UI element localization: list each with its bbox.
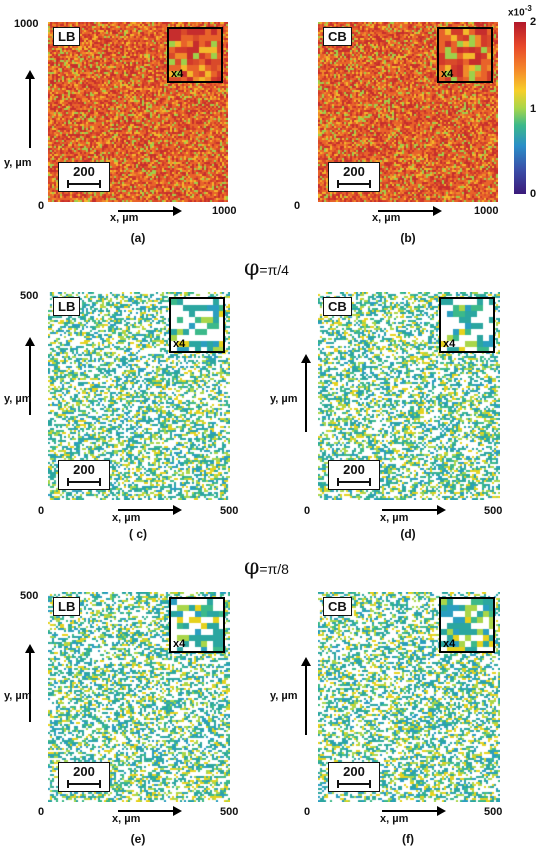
scalebar-line xyxy=(337,780,371,788)
origin-tick: 0 xyxy=(38,200,45,212)
colorbar xyxy=(514,22,526,194)
panel-e-scalebar: 200 xyxy=(58,762,110,792)
x-max-tick: 500 xyxy=(484,806,503,818)
panel-c-scalebar: 200 xyxy=(58,460,110,490)
panel-f-inset-canvas xyxy=(441,599,493,651)
x-axis-label: x, µm xyxy=(380,813,409,825)
panel-a-inset-canvas xyxy=(169,29,221,81)
origin-tick: 0 xyxy=(294,200,301,212)
y-axis-label: y, µm xyxy=(270,393,298,405)
panel-f-inset: x4 xyxy=(439,597,495,653)
panel-b-scalebar: 200 xyxy=(328,162,380,192)
phi-label-pi-8: φ=π/8 xyxy=(244,555,289,580)
panel-c-inset-magnification: x4 xyxy=(173,338,186,350)
panel-b-map: CB x4 200 xyxy=(318,22,498,202)
panel-d-inset: x4 xyxy=(439,297,495,353)
origin-tick: 0 xyxy=(38,505,45,517)
panel-c-inset: x4 xyxy=(169,297,225,353)
x-axis-label: x, µm xyxy=(112,512,141,524)
y-max-tick: 500 xyxy=(20,590,39,602)
panel-a-inset: x4 xyxy=(167,27,223,83)
x-max-tick: 1000 xyxy=(212,205,237,217)
panel-b-inset: x4 xyxy=(437,27,493,83)
y-axis-label: y, µm xyxy=(4,157,32,169)
origin-tick: 0 xyxy=(38,806,45,818)
panel-b-inset-canvas xyxy=(439,29,491,81)
scalebar-line xyxy=(337,478,371,486)
panel-d-scalebar: 200 xyxy=(328,460,380,490)
caption-b: (b) xyxy=(400,231,416,245)
caption-c: ( c) xyxy=(129,527,147,541)
caption-d: (d) xyxy=(400,527,416,541)
panel-d-inset-magnification: x4 xyxy=(443,338,456,350)
panel-e-inset-magnification: x4 xyxy=(173,638,186,650)
x-max-tick: 500 xyxy=(484,505,503,517)
x-axis-label: x, µm xyxy=(112,813,141,825)
scalebar-line xyxy=(337,180,371,188)
y-max-tick: 1000 xyxy=(14,18,39,30)
x-axis-arrow xyxy=(118,206,182,216)
panel-f-inset-magnification: x4 xyxy=(443,638,456,650)
panel-c-map: LB x4 200 xyxy=(48,292,230,500)
scalebar-line xyxy=(67,478,101,486)
x-axis-arrow xyxy=(118,806,182,816)
scalebar-value: 200 xyxy=(73,764,95,779)
y-max-tick: 500 xyxy=(20,290,39,302)
x-axis-arrow xyxy=(382,806,446,816)
colorbar-tick-mid: 1 xyxy=(530,103,537,115)
panel-a-scalebar: 200 xyxy=(58,162,110,192)
panel-c-tag: LB xyxy=(53,297,81,316)
panel-b-tag: CB xyxy=(323,27,352,46)
y-axis-arrow xyxy=(301,657,311,735)
x-axis-arrow xyxy=(378,206,442,216)
panel-a-tag: LB xyxy=(53,27,81,46)
y-axis-arrow xyxy=(301,354,311,432)
y-axis-arrow xyxy=(25,644,35,722)
scalebar-value: 200 xyxy=(343,164,365,179)
y-axis-label: y, µm xyxy=(270,690,298,702)
scalebar-value: 200 xyxy=(73,462,95,477)
panel-f-map: CB x4 200 xyxy=(318,592,500,802)
panel-f-tag: CB xyxy=(323,597,352,616)
panel-d-tag: CB xyxy=(323,297,352,316)
scalebar-line xyxy=(67,780,101,788)
panel-b-inset-magnification: x4 xyxy=(441,68,454,80)
x-axis-arrow xyxy=(382,505,446,515)
y-axis-arrow xyxy=(25,337,35,415)
panel-e-map: LB x4 200 xyxy=(48,592,230,802)
y-axis-label: y, µm xyxy=(4,690,32,702)
caption-f: (f) xyxy=(402,832,414,846)
scalebar-line xyxy=(67,180,101,188)
x-axis-label: x, µm xyxy=(110,212,139,224)
caption-a: (a) xyxy=(130,231,146,245)
caption-e: (e) xyxy=(130,832,146,846)
panel-f-scalebar: 200 xyxy=(328,762,380,792)
x-axis-label: x, µm xyxy=(372,212,401,224)
y-axis-arrow xyxy=(25,70,35,148)
x-axis-label: x, µm xyxy=(380,512,409,524)
colorbar-tick-max: 2 xyxy=(530,16,537,28)
panel-d-inset-canvas xyxy=(441,299,493,351)
panel-a-inset-magnification: x4 xyxy=(171,68,184,80)
x-max-tick: 500 xyxy=(220,806,239,818)
panel-e-inset-canvas xyxy=(171,599,223,651)
origin-tick: 0 xyxy=(304,505,311,517)
scalebar-value: 200 xyxy=(343,462,365,477)
y-axis-label: y, µm xyxy=(4,393,32,405)
scalebar-value: 200 xyxy=(73,164,95,179)
origin-tick: 0 xyxy=(304,806,311,818)
scalebar-value: 200 xyxy=(343,764,365,779)
colorbar-exponent: x10-3 xyxy=(508,4,532,19)
panel-a-map: LB x4 200 xyxy=(48,22,228,202)
panel-e-inset: x4 xyxy=(169,597,225,653)
panel-d-map: CB x4 200 xyxy=(318,292,500,500)
panel-c-inset-canvas xyxy=(171,299,223,351)
colorbar-tick-min: 0 xyxy=(530,188,537,200)
x-axis-arrow xyxy=(118,505,182,515)
phi-label-pi-4: φ=π/4 xyxy=(244,256,289,281)
x-max-tick: 1000 xyxy=(474,205,499,217)
panel-e-tag: LB xyxy=(53,597,81,616)
x-max-tick: 500 xyxy=(220,505,239,517)
